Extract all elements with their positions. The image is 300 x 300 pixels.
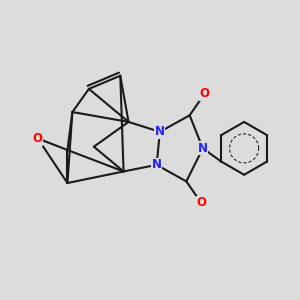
Text: O: O — [196, 196, 206, 209]
Text: N: N — [155, 125, 165, 138]
Text: N: N — [198, 142, 208, 155]
Text: N: N — [152, 158, 162, 171]
Text: O: O — [200, 87, 209, 101]
Text: O: O — [33, 132, 43, 145]
